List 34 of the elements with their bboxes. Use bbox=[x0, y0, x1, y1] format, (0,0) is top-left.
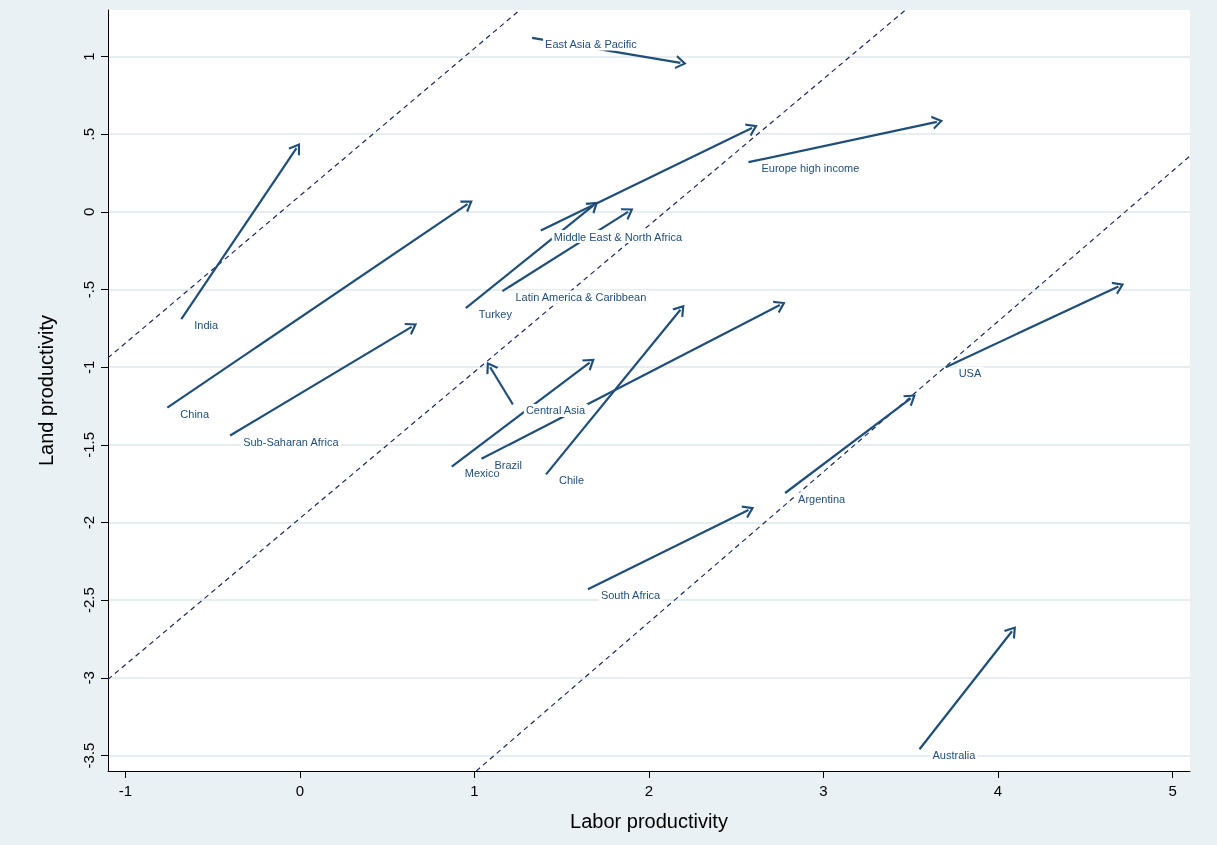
y-tick-label: -2 bbox=[80, 515, 97, 530]
y-tick-label: .5 bbox=[80, 127, 97, 141]
series-label: Turkey bbox=[478, 308, 513, 321]
y-tick-label: 1 bbox=[80, 52, 97, 61]
x-tick-label: -1 bbox=[118, 782, 133, 799]
series-label: Latin America & Caribbean bbox=[515, 291, 647, 304]
y-tick-label: -1 bbox=[80, 360, 97, 374]
series-label: East Asia & Pacific bbox=[545, 37, 638, 50]
series-label: Middle East & North Africa bbox=[553, 230, 684, 243]
y-axis-title: Land productivity bbox=[35, 314, 57, 467]
series-label: South Africa bbox=[600, 589, 662, 602]
x-tick-label: 0 bbox=[295, 782, 305, 799]
series-label: Chile bbox=[559, 474, 585, 487]
series-label: Australia bbox=[932, 749, 977, 762]
series-label: Central Asia bbox=[525, 404, 587, 417]
x-tick-label: 5 bbox=[1168, 782, 1177, 799]
y-tick-label: -.5 bbox=[80, 280, 97, 299]
x-tick-label: 2 bbox=[644, 782, 654, 799]
y-tick-label: -3 bbox=[80, 671, 97, 685]
x-tick-label: 4 bbox=[993, 782, 1003, 799]
x-tick-label: 3 bbox=[819, 782, 828, 799]
x-tick-label: 1 bbox=[470, 782, 479, 799]
series-label: Europe high income bbox=[761, 162, 860, 175]
x-axis-title: Labor productivity bbox=[570, 810, 728, 832]
y-tick-label: 0 bbox=[80, 207, 97, 217]
series-label: Argentina bbox=[798, 493, 847, 505]
series-label: USA bbox=[958, 367, 982, 380]
series-label: Sub-Saharan Africa bbox=[243, 435, 340, 448]
series-label: Brazil bbox=[494, 458, 522, 471]
y-tick-label: -1.5 bbox=[80, 431, 97, 458]
series-label: India bbox=[194, 319, 220, 332]
y-tick-label: -2.5 bbox=[80, 587, 97, 614]
series-label: China bbox=[180, 407, 210, 420]
y-tick-label: -3.5 bbox=[80, 742, 97, 769]
